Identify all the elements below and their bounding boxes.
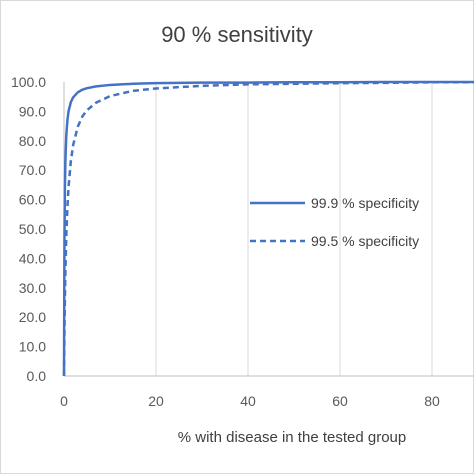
x-tick-labels: 0 20 40 60 80 — [60, 393, 440, 409]
x-tick-label: 60 — [332, 393, 348, 409]
y-tick-label: 70.0 — [19, 162, 46, 178]
y-tick-label: 90.0 — [19, 103, 46, 119]
y-tick-label: 20.0 — [19, 309, 46, 325]
legend-label: 99.9 % specificity — [311, 195, 419, 211]
chart-title: 90 % sensitivity — [161, 22, 313, 47]
series-line-dashed — [62, 81, 474, 377]
gridlines — [155, 82, 433, 376]
x-tick-label: 80 — [424, 393, 440, 409]
y-tick-label: 30.0 — [19, 280, 46, 296]
series-line-solid — [62, 80, 474, 377]
y-tick-label: 10.0 — [19, 339, 46, 355]
y-tick-label: 40.0 — [19, 250, 46, 266]
legend: 99.9 % specificity 99.5 % specificity — [250, 195, 419, 249]
axes — [63, 82, 474, 377]
y-tick-label: 0.0 — [27, 368, 47, 384]
y-tick-label: 60.0 — [19, 192, 46, 208]
y-tick-label: 50.0 — [19, 221, 46, 237]
y-tick-labels: 0.0 10.0 20.0 30.0 40.0 50.0 60.0 70.0 80.0 90.0 1… — [11, 74, 46, 384]
y-tick-label: 100.0 — [11, 74, 46, 90]
x-tick-label: 0 — [60, 393, 68, 409]
x-tick-label: 20 — [148, 393, 164, 409]
series-lines — [62, 80, 474, 377]
y-tick-label: 80.0 — [19, 133, 46, 149]
x-axis-title: % with disease in the tested group — [178, 429, 406, 446]
x-tick-label: 40 — [240, 393, 256, 409]
legend-label: 99.5 % specificity — [311, 233, 419, 249]
